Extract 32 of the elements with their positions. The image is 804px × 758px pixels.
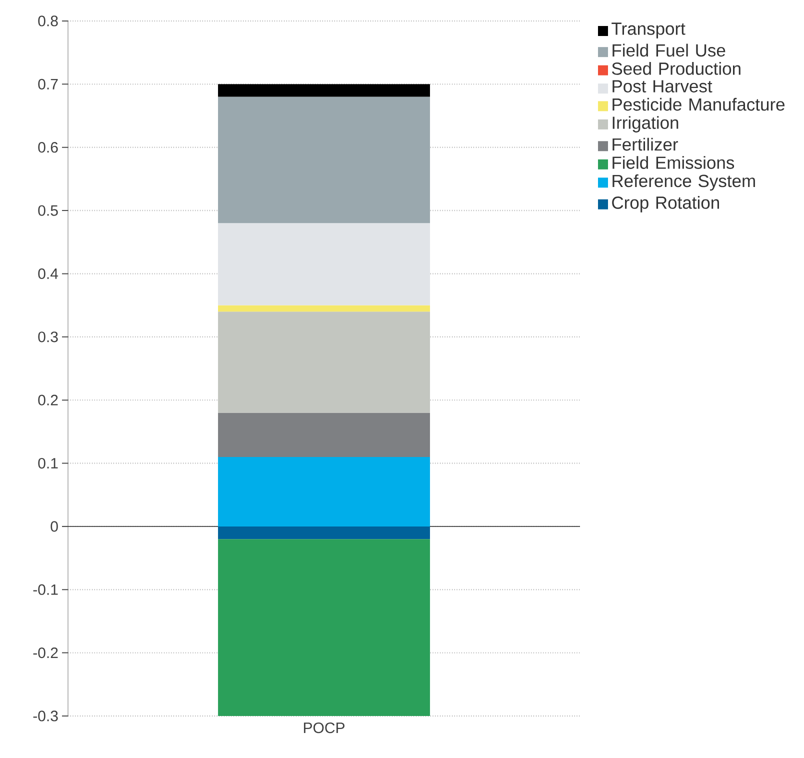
- y-tick-label: 0.6: [38, 142, 58, 153]
- legend-label: Transport: [612, 22, 686, 38]
- y-tick-label: 0.2: [38, 394, 58, 406]
- legend-label: Crop Rotation: [612, 196, 719, 212]
- y-tick-label: 0.7: [38, 78, 58, 90]
- y-tick-label: 0.8: [38, 16, 58, 26]
- y-tick-label: -0.3: [33, 710, 58, 722]
- x-tick-label: POCP: [304, 722, 344, 734]
- bar: [218, 305, 430, 312]
- y-tick-label: -0.1: [33, 584, 58, 595]
- bar: [218, 456, 430, 526]
- bar: [218, 312, 430, 413]
- y-tick-label: 0.5: [38, 205, 58, 216]
- bar: [218, 526, 430, 540]
- y-tick-label: 0.3: [38, 332, 58, 342]
- bar: [218, 96, 430, 224]
- y-tick-label: 0.4: [38, 268, 58, 280]
- y-tick-label: 0: [50, 521, 58, 532]
- legend-label: Fertilizer: [612, 138, 678, 151]
- bar: [218, 539, 430, 716]
- legend-label: Seed Production: [612, 62, 740, 75]
- y-tick-label: -0.2: [33, 647, 58, 658]
- legend-label: Field Emissions: [612, 156, 734, 169]
- y-tick-label: 0.1: [38, 458, 58, 469]
- legend-label: Pesticide Manufacture: [612, 98, 785, 111]
- legend-label: Irrigation: [612, 116, 678, 132]
- legend-label: Field Fuel Use: [612, 44, 726, 57]
- bar: [218, 84, 430, 97]
- bar: [218, 223, 430, 306]
- bar: [218, 412, 430, 457]
- legend-label: Reference System: [612, 174, 755, 191]
- legend-label: Post Harvest: [612, 80, 712, 92]
